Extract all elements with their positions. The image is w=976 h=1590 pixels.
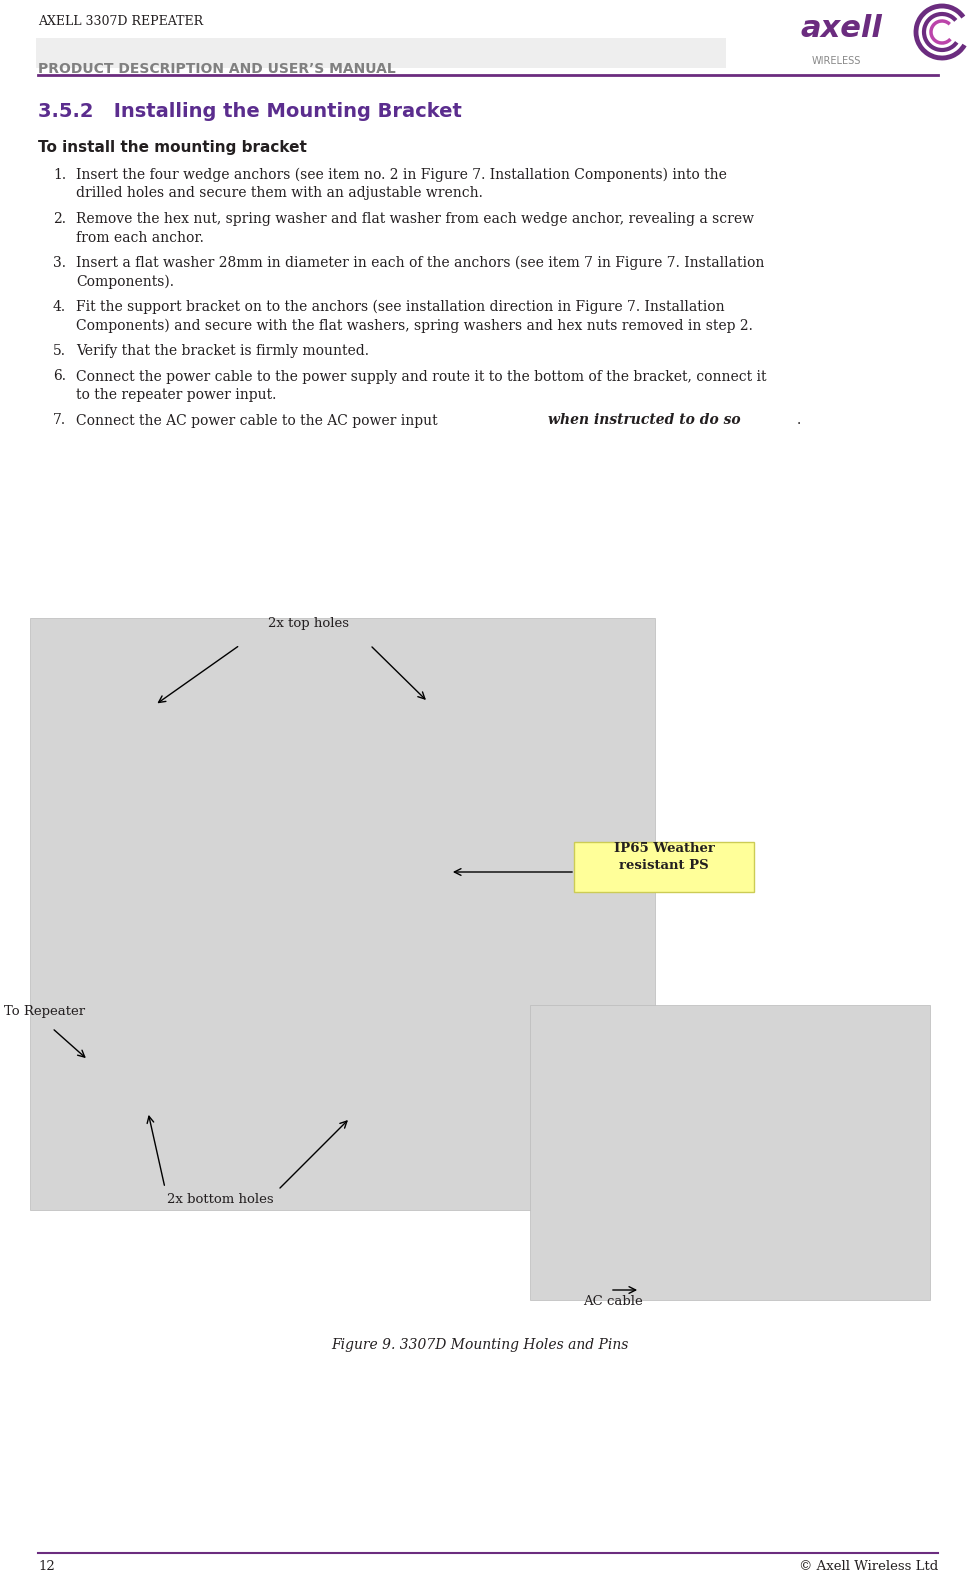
Text: 7.: 7. [53,413,66,428]
Text: PRODUCT DESCRIPTION AND USER’S MANUAL: PRODUCT DESCRIPTION AND USER’S MANUAL [38,62,395,76]
Text: 2.: 2. [53,211,66,226]
Text: 2x bottom holes: 2x bottom holes [167,1192,273,1205]
Text: AC cable: AC cable [583,1294,643,1309]
Text: To Repeater: To Repeater [4,1005,85,1018]
Text: Insert the four wedge anchors (see item no. 2 in Figure 7. Installation Componen: Insert the four wedge anchors (see item … [76,169,727,183]
Text: Verify that the bracket is firmly mounted.: Verify that the bracket is firmly mounte… [76,343,369,358]
Text: Connect the AC power cable to the AC power input: Connect the AC power cable to the AC pow… [76,413,442,428]
Text: drilled holes and secure them with an adjustable wrench.: drilled holes and secure them with an ad… [76,186,483,200]
Text: 3.: 3. [53,256,66,270]
Text: Fit the support bracket on to the anchors (see installation direction in Figure : Fit the support bracket on to the anchor… [76,301,724,315]
Text: 2x top holes: 2x top holes [267,617,348,630]
Bar [36,38,726,68]
Text: when instructed to do so: when instructed to do so [549,413,741,428]
Text: 4.: 4. [53,301,66,313]
Text: Components).: Components). [76,275,174,289]
Text: to the repeater power input.: to the repeater power input. [76,388,276,402]
Bar [530,1005,930,1301]
Text: WIRELESS: WIRELESS [812,56,862,67]
Text: IP65 Weather
resistant PS: IP65 Weather resistant PS [614,843,714,871]
Text: Figure 9. 3307D Mounting Holes and Pins: Figure 9. 3307D Mounting Holes and Pins [331,1339,629,1352]
Text: axell: axell [800,14,882,43]
Text: .: . [796,413,801,428]
Text: Remove the hex nut, spring washer and flat washer from each wedge anchor, reveal: Remove the hex nut, spring washer and fl… [76,211,754,226]
Text: 3.5.2   Installing the Mounting Bracket: 3.5.2 Installing the Mounting Bracket [38,102,462,121]
Text: AXELL 3307D REPEATER: AXELL 3307D REPEATER [38,14,203,29]
Text: from each anchor.: from each anchor. [76,231,204,245]
Text: © Axell Wireless Ltd: © Axell Wireless Ltd [798,1560,938,1573]
Text: Components) and secure with the flat washers, spring washers and hex nuts remove: Components) and secure with the flat was… [76,318,752,332]
Text: 5.: 5. [53,343,66,358]
FancyBboxPatch shape [574,843,754,892]
Text: 12: 12 [38,1560,55,1573]
Text: 6.: 6. [53,369,66,383]
Bar [30,619,655,1210]
Text: Connect the power cable to the power supply and route it to the bottom of the br: Connect the power cable to the power sup… [76,369,766,383]
Text: 1.: 1. [53,169,66,181]
Text: To install the mounting bracket: To install the mounting bracket [38,140,306,154]
Text: Insert a flat washer 28mm in diameter in each of the anchors (see item 7 in Figu: Insert a flat washer 28mm in diameter in… [76,256,764,270]
